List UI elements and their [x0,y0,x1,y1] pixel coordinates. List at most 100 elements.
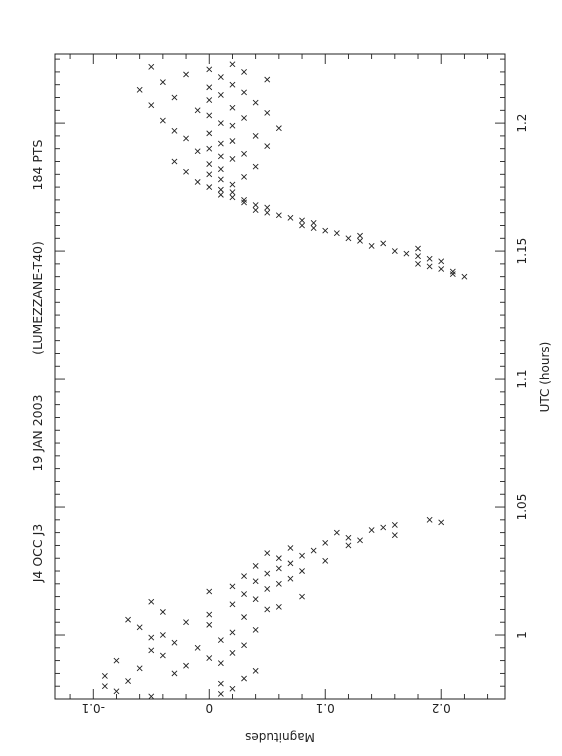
data-point [229,629,236,636]
data-point [310,225,317,231]
data-point [287,575,294,582]
data-point [217,690,224,697]
data-point [241,591,247,597]
data-point [264,76,271,83]
axis-ticks [55,54,505,699]
data-point [264,606,271,613]
data-point [217,92,224,98]
data-point [241,675,247,682]
data-point [415,253,421,260]
data-point [275,580,282,587]
data-point [264,109,271,116]
data-point [357,537,363,544]
y-tick-labels: -0.1 0 0.1 0.2 [82,701,451,715]
data-point [206,112,213,119]
data-point [275,603,282,610]
data-point [217,74,224,80]
data-point [206,655,213,661]
data-point [275,555,282,562]
data-point [217,660,224,667]
data-point [368,243,375,249]
y-tick-label: 0.2 [432,701,451,715]
data-point [148,634,155,641]
data-point [171,158,178,165]
data-point [229,104,236,111]
data-point [241,642,247,649]
data-point [275,212,282,219]
data-point [206,66,213,73]
data-point [229,601,236,608]
data-point [217,637,224,644]
data-point [217,191,224,198]
data-point [241,150,247,157]
data-point [229,61,236,68]
data-point [287,214,294,221]
data-point [206,161,213,167]
data-point [159,632,166,638]
data-point [148,63,155,70]
x-tick-label: 1.15 [515,238,529,265]
data-point [217,153,224,160]
data-point [229,156,236,162]
data-point [299,552,305,559]
data-point [241,614,247,621]
data-point [438,258,445,265]
data-point [333,230,340,237]
x-axis-label: UTC (hours) [538,342,552,413]
data-point [101,673,108,679]
data-point [252,626,259,633]
data-point [101,683,108,690]
data-point [391,532,398,539]
data-point [299,217,305,224]
data-point [275,565,282,572]
header-points: 184 PTS [30,139,45,190]
data-point [438,266,445,272]
data-point [171,670,178,677]
data-point [206,184,213,191]
data-point [217,140,224,147]
data-point [310,547,317,554]
plot-frame [54,53,506,700]
data-point [252,562,259,569]
data-point [252,578,259,585]
data-point [171,639,178,646]
data-point [217,680,224,687]
x-tick-label: 1 [515,631,529,639]
data-point [206,84,213,91]
data-point [380,240,387,247]
data-point [449,268,456,275]
data-point [229,81,236,88]
data-point [229,650,236,656]
data-point [206,611,213,618]
data-point [171,94,178,101]
data-point [206,130,213,137]
data-point [194,148,201,155]
data-point [252,132,259,139]
data-point [183,168,189,175]
data-point [229,189,236,196]
data-point [241,173,247,180]
data-point [264,143,271,150]
data-point [194,179,201,185]
data-point [415,245,421,252]
data-point [275,125,282,132]
data-point [125,616,131,623]
data-point [229,583,236,590]
data-point [264,586,271,592]
data-point [264,204,271,211]
data-point [380,524,387,531]
data-point [287,560,294,567]
data-point [322,557,329,564]
data-point [148,693,155,700]
data-point [264,209,271,216]
data-point [206,621,213,628]
data-point [229,194,236,201]
y-tick-label: -0.1 [82,701,105,715]
y-tick-label: 0.1 [316,701,335,715]
data-point [368,527,375,533]
data-point [125,678,131,685]
data-point [136,665,143,672]
data-point [391,522,398,528]
data-point [229,685,236,692]
